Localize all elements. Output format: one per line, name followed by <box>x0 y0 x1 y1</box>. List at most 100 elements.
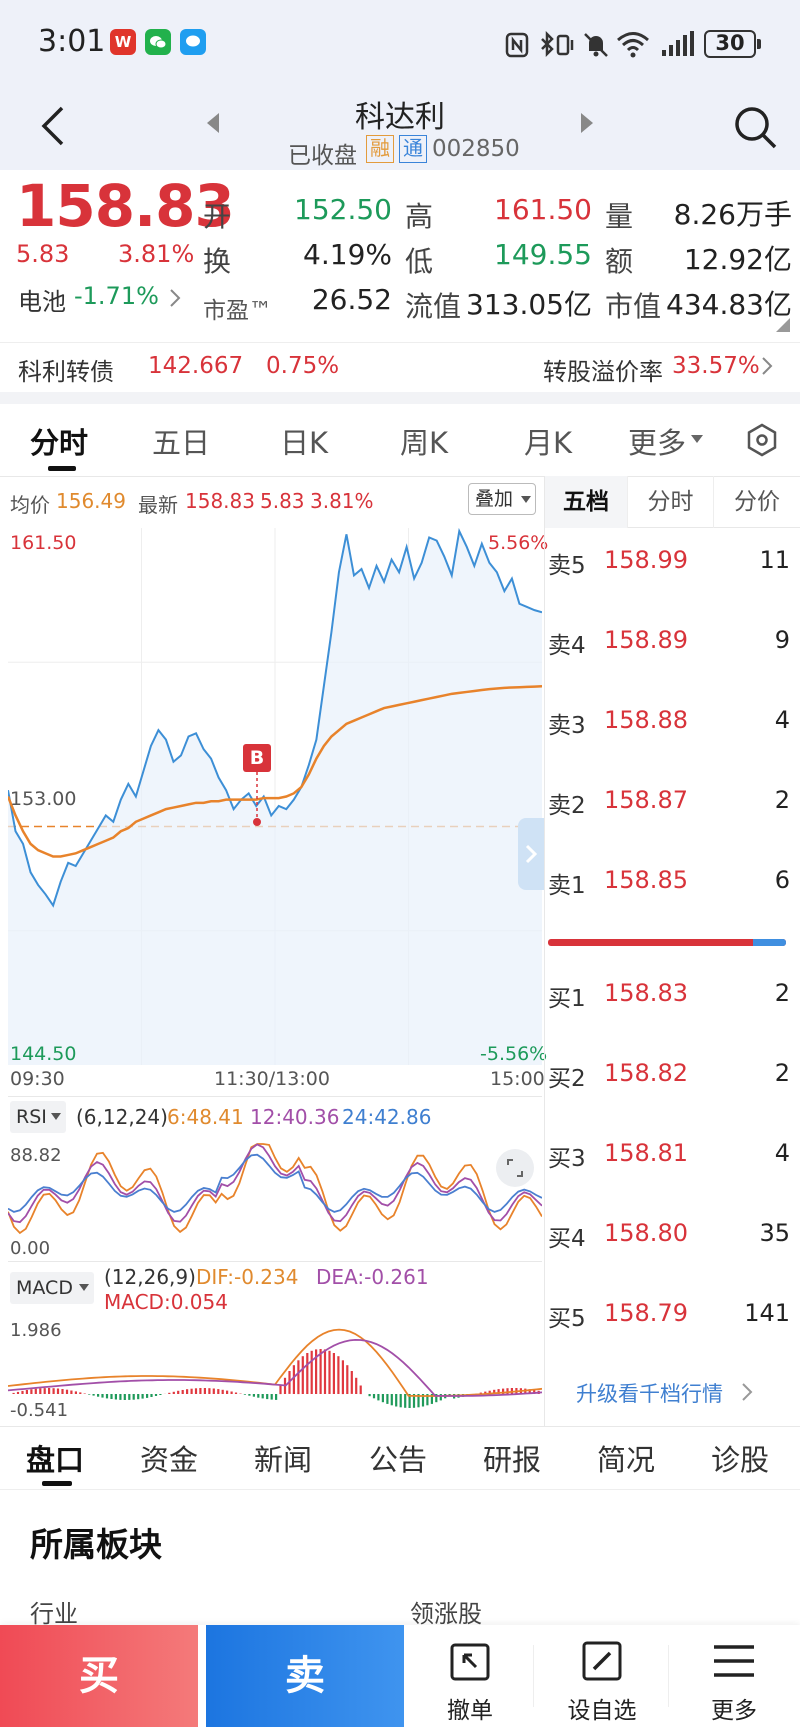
industry-label: 行业 <box>30 1600 78 1628</box>
tab-intraday[interactable]: 分时 <box>30 426 89 460</box>
sector-name[interactable]: 电池 <box>18 288 66 316</box>
tab-news[interactable]: 新闻 <box>254 1443 313 1477</box>
bond-name: 科利转债 <box>18 358 114 386</box>
collapse-orderbook-handle[interactable] <box>518 818 544 890</box>
next-stock-icon[interactable] <box>579 111 595 135</box>
ask-price: 158.99 <box>604 546 688 574</box>
convertible-bond-row[interactable]: 科利转债 142.667 0.75% 转股溢价率 33.57% <box>0 343 800 389</box>
tab-profile[interactable]: 简况 <box>597 1443 656 1477</box>
battery-tip <box>757 39 761 49</box>
sector-pct[interactable]: -1.71% <box>74 282 159 310</box>
ask-row[interactable]: 卖3 158.88 4 <box>548 706 790 746</box>
tab-more[interactable]: 更多 <box>628 426 687 460</box>
rsi-chart[interactable] <box>8 1140 542 1256</box>
avg-line <box>8 685 542 858</box>
open-value: 152.50 <box>294 193 392 226</box>
stock-code: 002850 <box>432 136 520 162</box>
bid-row[interactable]: 买5 158.79 141 <box>548 1299 790 1339</box>
ask-volume: 4 <box>774 706 790 734</box>
pe-label: 市盈™ <box>203 298 272 324</box>
bond-chevron-icon <box>762 357 773 375</box>
ask-row[interactable]: 卖4 158.89 9 <box>548 626 790 666</box>
tab-five-day[interactable]: 五日 <box>152 426 211 460</box>
macd-chart[interactable] <box>8 1316 542 1424</box>
intraday-chart[interactable] <box>8 528 542 1065</box>
tab-daily-k[interactable]: 日K <box>280 426 329 460</box>
float-cap-label: 流值 <box>405 290 462 323</box>
fullscreen-button[interactable] <box>496 1149 534 1187</box>
macd-bar <box>319 1349 322 1394</box>
tab-diagnosis[interactable]: 诊股 <box>711 1443 770 1477</box>
cancel-order-button[interactable]: 撤单 <box>410 1625 530 1727</box>
tab-announcements[interactable]: 公告 <box>369 1443 428 1477</box>
ask-row[interactable]: 卖1 158.85 6 <box>548 866 790 906</box>
wechat-icon <box>145 29 171 55</box>
bid-level-label: 买2 <box>548 1066 586 1092</box>
macd-bar <box>234 1392 238 1394</box>
macd-bar <box>408 1394 411 1408</box>
macd-indicator-select[interactable]: MACD <box>10 1272 94 1304</box>
last-label: 最新 <box>138 493 178 517</box>
ask-row[interactable]: 卖5 158.99 11 <box>548 546 790 586</box>
bid-volume: 35 <box>759 1219 790 1247</box>
tab-handicap[interactable]: 盘口 <box>26 1443 85 1477</box>
more-actions-button[interactable]: 更多 <box>672 1625 796 1727</box>
add-watchlist-button[interactable]: 设自选 <box>540 1625 664 1727</box>
macd-bar <box>297 1360 300 1395</box>
bid-row[interactable]: 买1 158.83 2 <box>548 979 790 1019</box>
avg-value: 156.49 <box>56 489 126 513</box>
macd-bar <box>65 1389 69 1394</box>
rsi12-value: 12:40.36 <box>250 1105 340 1129</box>
macd-bar <box>190 1388 193 1394</box>
tab-five-levels[interactable]: 五档 <box>545 476 627 528</box>
bond-pct: 0.75% <box>266 353 340 379</box>
buy-marker[interactable]: B <box>243 744 271 772</box>
macd-dea: DEA:-0.261 <box>316 1265 429 1289</box>
macd-bar <box>30 1389 33 1394</box>
tab-funds[interactable]: 资金 <box>140 1443 199 1477</box>
macd-bar <box>323 1349 327 1394</box>
macd-bar <box>488 1390 491 1394</box>
bid-row[interactable]: 买3 158.81 4 <box>548 1139 790 1179</box>
macd-bar <box>132 1394 135 1400</box>
macd-bar <box>70 1390 73 1394</box>
bid-row[interactable]: 买2 158.82 2 <box>548 1059 790 1099</box>
overlay-dropdown[interactable]: 叠加 <box>468 483 536 515</box>
price-line <box>8 528 542 908</box>
upgrade-chevron-icon[interactable] <box>740 1381 754 1403</box>
macd-bar <box>359 1385 362 1395</box>
sell-button[interactable]: 卖 <box>206 1625 404 1727</box>
ask-row[interactable]: 卖2 158.87 2 <box>548 786 790 826</box>
rsi6-value: 6:48.41 <box>167 1105 244 1129</box>
rsi-bottom-label: 0.00 <box>10 1238 51 1259</box>
more-dropdown-icon[interactable] <box>690 434 704 444</box>
tab-monthly-k[interactable]: 月K <box>524 426 573 460</box>
buy-button[interactable]: 买 <box>0 1625 198 1727</box>
y-mid-label: 153.00 <box>10 788 77 810</box>
back-icon[interactable] <box>38 104 68 148</box>
upgrade-level2-link[interactable]: 升级看千档行情 <box>576 1382 723 1406</box>
expand-corner-icon[interactable] <box>776 318 790 332</box>
premium-label: 转股溢价率 <box>543 358 663 386</box>
macd-bar <box>426 1394 429 1406</box>
sector-chevron-icon[interactable] <box>168 287 182 309</box>
prev-stock-icon[interactable] <box>205 111 221 135</box>
volume-label: 量 <box>605 200 634 233</box>
wifi-icon <box>617 32 649 58</box>
tab-price-dist[interactable]: 分价 <box>713 476 800 528</box>
tab-weekly-k[interactable]: 周K <box>400 426 449 460</box>
bid-level-label: 买5 <box>548 1306 586 1332</box>
settings-hexagon-icon[interactable] <box>744 422 780 458</box>
bid-row[interactable]: 买4 158.80 35 <box>548 1219 790 1259</box>
bid-price: 158.83 <box>604 979 688 1007</box>
bid-volume: 141 <box>744 1299 790 1327</box>
macd-bar <box>230 1391 233 1394</box>
macd-bar <box>386 1394 389 1404</box>
macd-dif: DIF:-0.234 <box>196 1265 299 1289</box>
divider <box>544 476 545 1426</box>
tab-ticks[interactable]: 分时 <box>627 476 713 528</box>
search-icon[interactable] <box>732 104 778 150</box>
series-layer <box>8 528 542 1065</box>
tab-research[interactable]: 研报 <box>483 1443 542 1477</box>
rsi24-line <box>8 1153 542 1213</box>
